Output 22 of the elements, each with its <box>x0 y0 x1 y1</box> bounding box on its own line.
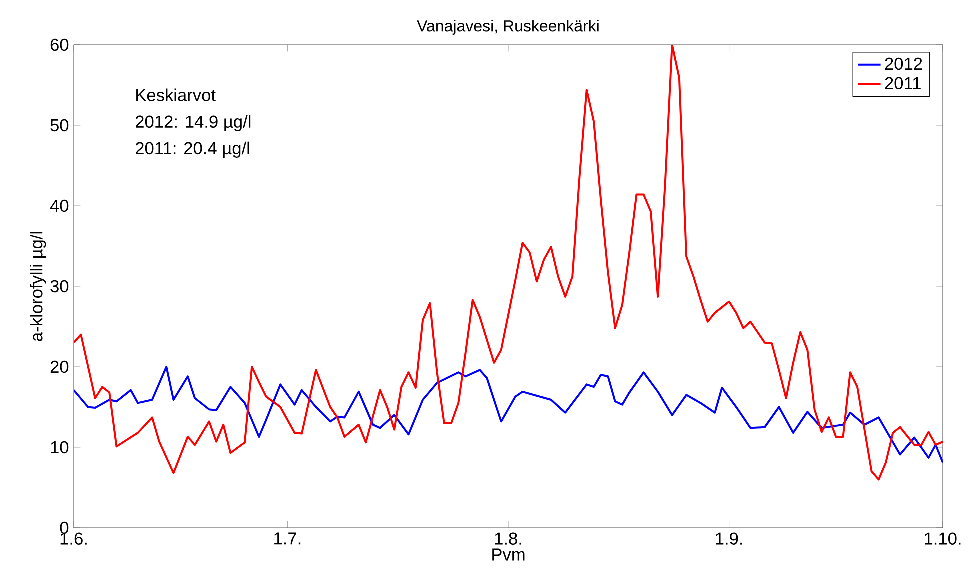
y-tick-label: 30 <box>50 280 69 293</box>
y-tick-label: 20 <box>50 360 69 374</box>
y-tick-label: 50 <box>50 119 69 132</box>
x-tick-label: 1.7. <box>274 532 301 545</box>
x-axis-title: Pvm <box>492 548 525 561</box>
legend-label: 2011 <box>885 77 921 90</box>
chart-title: Vanajavesi, Ruskeenkärki <box>417 20 599 35</box>
legend-label: 2012 <box>885 58 922 70</box>
line-series <box>74 366 943 464</box>
y-tick-label: 10 <box>51 441 69 454</box>
y-tick-label: 40 <box>50 200 69 212</box>
y-axis-title: a-klorofylli µg/l <box>30 232 46 342</box>
x-tick-label: 1.10. <box>925 532 961 545</box>
x-tick-label: 1.8. <box>495 532 522 545</box>
annotation: 2011: 20.4 µg/l <box>136 142 250 158</box>
annotation: 2012: 14.9 µg/l <box>136 115 251 132</box>
y-tick-label: 60 <box>50 38 69 52</box>
y-tick-label: 0 <box>60 522 69 534</box>
line-series <box>74 44 943 481</box>
annotation: Keskiarvot <box>136 88 216 102</box>
x-tick-label: 1.6. <box>60 532 87 545</box>
x-tick-label: 1.9. <box>716 532 742 545</box>
